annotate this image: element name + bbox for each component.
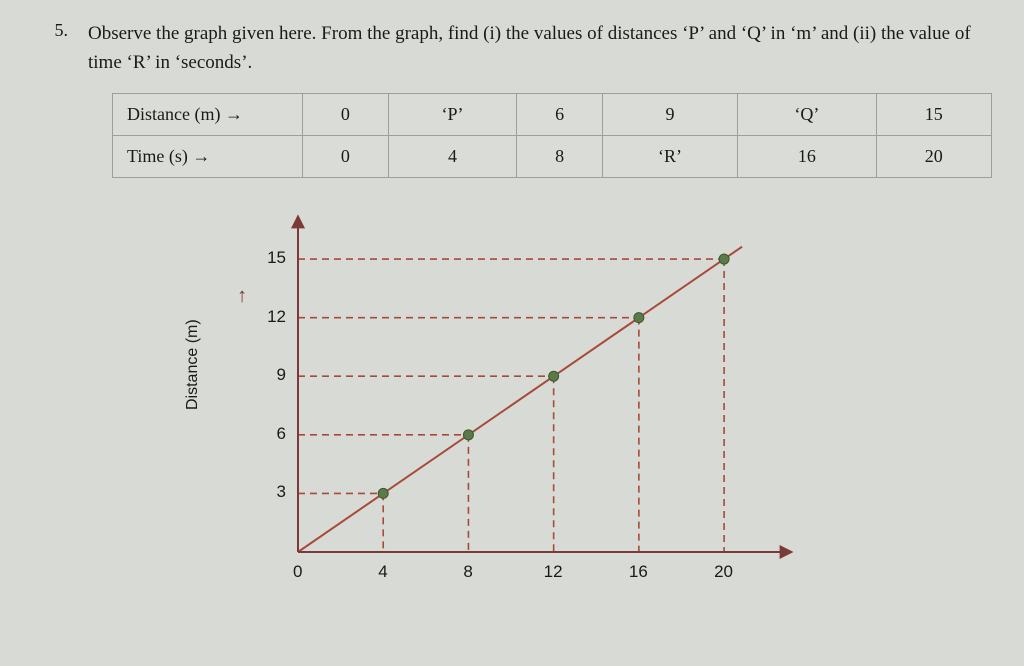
table-row: Distance (m) →0‘P’69‘Q’15 bbox=[113, 94, 992, 136]
x-tick-label: 12 bbox=[544, 562, 563, 582]
chart-svg bbox=[208, 200, 828, 600]
data-cell: 4 bbox=[388, 136, 517, 178]
y-tick-label: 6 bbox=[277, 424, 286, 444]
x-tick-label: 0 bbox=[293, 562, 302, 582]
data-cell: 9 bbox=[602, 94, 737, 136]
x-tick-label: 4 bbox=[378, 562, 387, 582]
data-cell: 0 bbox=[303, 136, 389, 178]
x-tick-label: 8 bbox=[463, 562, 472, 582]
y-tick-label: 12 bbox=[267, 307, 286, 327]
data-cell: 0 bbox=[303, 94, 389, 136]
y-axis-direction-arrow: → bbox=[229, 287, 252, 307]
question-number: 5. bbox=[40, 20, 68, 77]
data-cell: 6 bbox=[517, 94, 603, 136]
data-table: Distance (m) →0‘P’69‘Q’15Time (s) →048‘R… bbox=[112, 93, 992, 178]
y-tick-label: 3 bbox=[277, 482, 286, 502]
y-axis-label: Distance (m) bbox=[184, 319, 202, 410]
y-tick-label: 9 bbox=[277, 365, 286, 385]
data-cell: 20 bbox=[876, 136, 991, 178]
table-row: Time (s) →048‘R’1620 bbox=[113, 136, 992, 178]
x-tick-label: 16 bbox=[629, 562, 648, 582]
distance-time-chart: → Distance (m) 3691215048121620 bbox=[208, 200, 828, 600]
row-header-cell: Time (s) → bbox=[113, 136, 303, 178]
question-block: 5. Observe the graph given here. From th… bbox=[40, 20, 974, 77]
question-text: Observe the graph given here. From the g… bbox=[88, 20, 974, 77]
data-cell: ‘Q’ bbox=[738, 94, 876, 136]
data-cell: 8 bbox=[517, 136, 603, 178]
x-tick-label: 20 bbox=[714, 562, 733, 582]
data-cell: 15 bbox=[876, 94, 991, 136]
data-cell: 16 bbox=[738, 136, 876, 178]
data-cell: ‘P’ bbox=[388, 94, 517, 136]
y-tick-label: 15 bbox=[267, 248, 286, 268]
data-cell: ‘R’ bbox=[602, 136, 737, 178]
row-header-cell: Distance (m) → bbox=[113, 94, 303, 136]
